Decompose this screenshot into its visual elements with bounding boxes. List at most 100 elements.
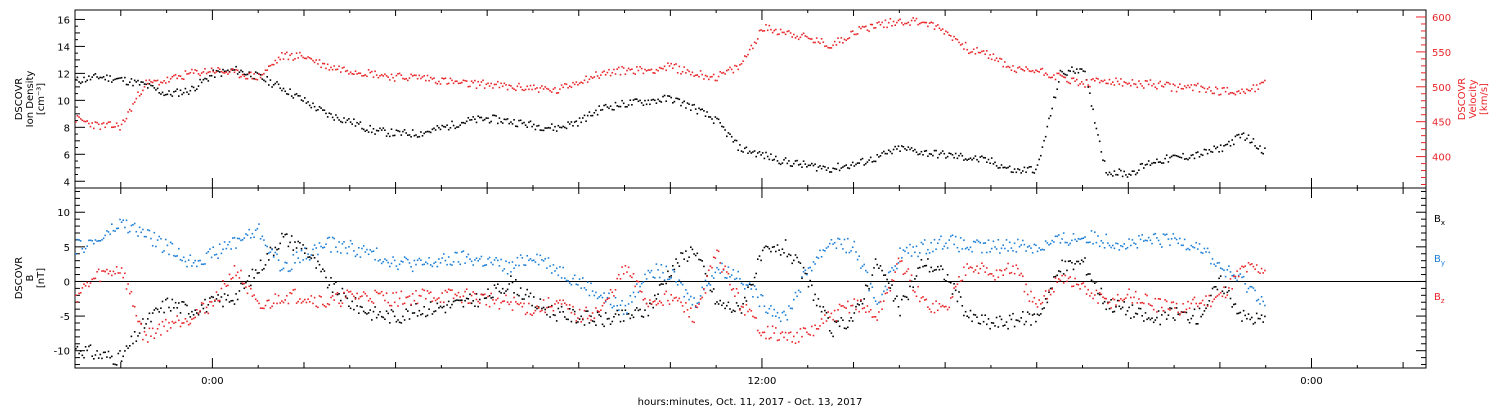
data-point — [194, 259, 196, 262]
data-point — [693, 75, 695, 77]
data-point — [919, 300, 921, 303]
data-point — [680, 282, 682, 284]
data-point — [256, 78, 259, 81]
data-point — [467, 85, 470, 88]
data-point — [315, 305, 317, 308]
data-point — [717, 250, 720, 253]
data-point — [1113, 170, 1116, 172]
data-point — [667, 95, 669, 97]
data-point — [1080, 68, 1083, 70]
data-point — [312, 102, 314, 105]
data-point — [1180, 87, 1183, 90]
data-point — [843, 306, 846, 309]
data-point — [83, 76, 85, 79]
data-point — [498, 117, 501, 119]
data-point — [272, 63, 275, 66]
data-point — [441, 257, 443, 259]
data-point — [1208, 300, 1211, 302]
data-point — [894, 24, 896, 26]
data-point — [86, 120, 88, 122]
data-point — [919, 266, 921, 269]
data-point — [1004, 61, 1006, 63]
data-point — [675, 296, 677, 299]
data-point — [572, 277, 574, 280]
data-point — [251, 268, 254, 271]
data-point — [851, 161, 854, 164]
data-point — [158, 323, 160, 326]
data-point — [117, 352, 120, 355]
data-point — [884, 274, 887, 276]
data-point — [640, 102, 643, 104]
data-point — [932, 270, 934, 273]
data-point — [673, 100, 676, 103]
data-point — [902, 146, 905, 148]
data-point — [228, 273, 231, 276]
data-point — [493, 302, 496, 305]
data-point — [456, 299, 458, 301]
data-point — [1120, 308, 1122, 310]
data-point — [1069, 70, 1071, 72]
data-point — [927, 248, 929, 251]
data-point — [341, 121, 344, 124]
data-point — [637, 280, 640, 283]
data-point — [570, 320, 573, 323]
data-point — [773, 332, 775, 334]
data-point — [1080, 81, 1083, 83]
data-point — [372, 76, 375, 78]
data-point — [889, 270, 892, 273]
data-point — [1069, 260, 1071, 262]
data-point — [1030, 247, 1032, 249]
data-point — [403, 129, 406, 131]
data-point — [781, 248, 784, 250]
data-point — [1118, 168, 1121, 170]
data-point — [169, 327, 172, 329]
data-point — [1149, 304, 1152, 306]
data-point — [565, 127, 568, 130]
data-point — [1085, 241, 1088, 244]
data-point — [408, 318, 411, 320]
data-point — [722, 126, 725, 128]
data-point — [1076, 283, 1078, 286]
data-point — [681, 101, 684, 104]
data-point — [551, 272, 553, 274]
data-point — [156, 79, 159, 82]
data-point — [518, 119, 520, 122]
data-point — [788, 160, 790, 162]
data-point — [1008, 241, 1011, 244]
data-point — [415, 290, 417, 292]
data-point — [86, 281, 88, 284]
data-point — [1084, 70, 1086, 73]
data-point — [269, 79, 272, 81]
data-point — [436, 298, 439, 300]
data-point — [560, 305, 563, 308]
data-point — [1064, 274, 1067, 277]
data-point — [351, 300, 353, 303]
data-point — [752, 47, 754, 50]
data-point — [753, 41, 756, 44]
data-point — [995, 165, 998, 167]
data-point — [506, 288, 509, 291]
data-point — [423, 306, 425, 308]
data-point — [1059, 242, 1062, 244]
data-point — [847, 326, 849, 329]
data-point — [145, 334, 147, 336]
data-point — [567, 318, 569, 321]
data-point — [711, 275, 713, 277]
data-point — [99, 76, 102, 79]
data-point — [89, 239, 92, 242]
data-point — [850, 30, 852, 33]
data-point — [1022, 311, 1024, 313]
data-point — [1172, 154, 1175, 157]
data-point — [241, 73, 244, 76]
data-point — [1228, 140, 1230, 143]
data-point — [600, 109, 602, 111]
data-point — [83, 120, 85, 123]
data-point — [251, 77, 254, 80]
data-point — [783, 310, 785, 313]
data-point — [1082, 260, 1085, 263]
data-point — [438, 126, 440, 129]
data-point — [995, 269, 998, 272]
data-point — [791, 341, 793, 343]
data-point — [1062, 232, 1065, 234]
data-point — [732, 309, 735, 312]
